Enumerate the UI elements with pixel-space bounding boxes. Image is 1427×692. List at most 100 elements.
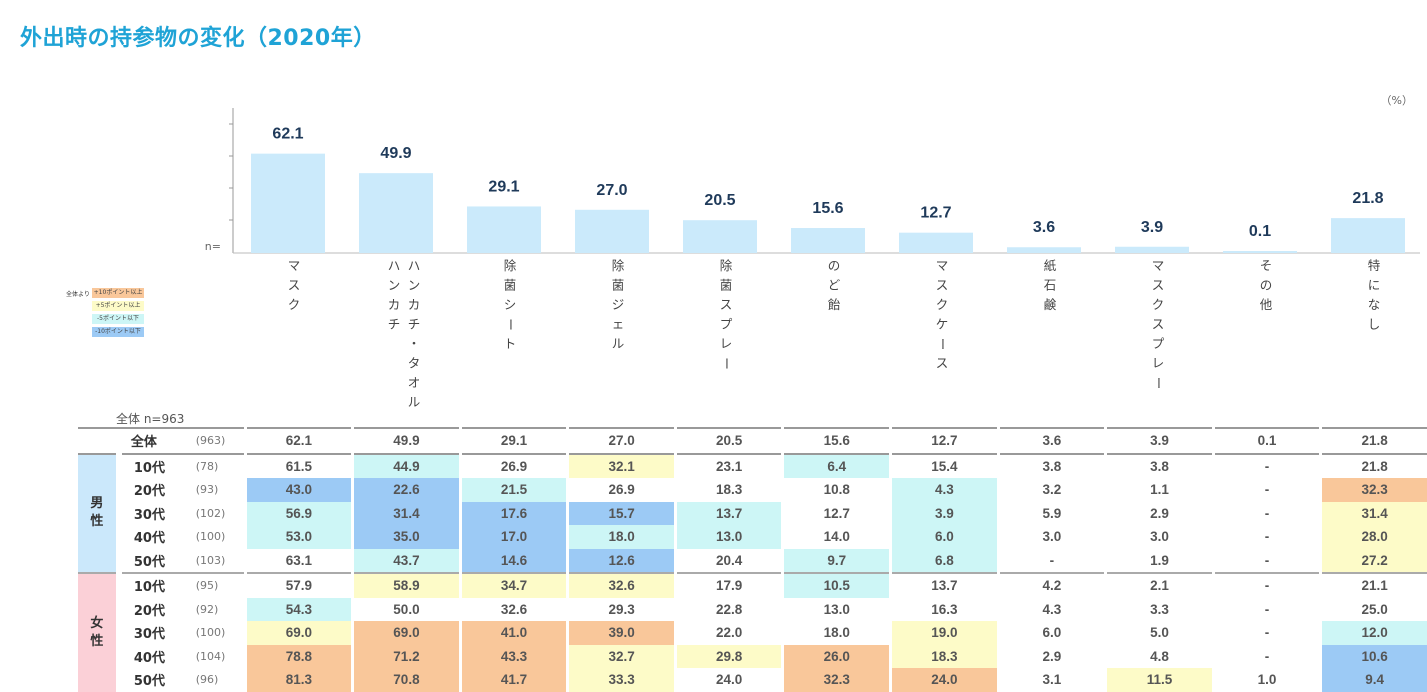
category-label-char: の [828, 258, 841, 273]
table-cell: 1.0 [1211, 668, 1321, 692]
row-sample-size: (103) [195, 553, 226, 567]
table-cell: 21.8 [1319, 453, 1427, 478]
bar [251, 153, 325, 253]
table-row: 30代 (102) 56.9 31.4 17.6 15.7 13.7 12.7 3.9 5.9 2.… [78, 501, 1427, 525]
table-cell: 58.9 [351, 572, 461, 598]
table-cell: 62.1 [243, 427, 353, 455]
table-cell: 3.0 [996, 525, 1106, 549]
legend-swatch-minus10: -10ポイント以下 [92, 327, 144, 337]
total-sample-label: 全体 n=963 [116, 412, 185, 426]
category-label-char: そ [1260, 258, 1273, 273]
category-label-char: 除 [612, 258, 625, 273]
table-cell: 3.9 [1104, 427, 1214, 455]
row-sample-size: (100) [195, 626, 226, 640]
table-cell: 56.9 [243, 501, 353, 525]
table-cell: 22.8 [673, 597, 783, 621]
bar [683, 220, 757, 253]
table-cell: 24.0 [889, 668, 999, 692]
table-cell: 3.6 [996, 427, 1106, 455]
table-cell: 24.0 [673, 668, 783, 692]
bar-value-label: 12.7 [920, 205, 951, 222]
category-label-char: ス [936, 278, 949, 293]
table-cell: - [1211, 572, 1321, 598]
category-label-char: 除 [504, 258, 517, 273]
table-cell: 32.6 [458, 597, 568, 621]
table-cell: 2.9 [996, 644, 1106, 668]
table-row: 20代 (92) 54.3 50.0 32.6 29.3 22.8 13.0 16.3 4.3 3.… [78, 597, 1427, 621]
category-label-char: ト [504, 336, 517, 351]
table-cell: 3.9 [889, 501, 999, 525]
table-cell: 26.9 [566, 478, 676, 502]
table-cell: 43.0 [243, 478, 353, 502]
table-cell: 25.0 [1319, 597, 1427, 621]
table-cell: 5.9 [996, 501, 1106, 525]
row-sample-size: (78) [195, 459, 219, 473]
table-cell: 15.4 [889, 453, 999, 478]
table-cell: 6.4 [781, 453, 891, 478]
bar-value-label: 0.1 [1249, 223, 1271, 240]
bar [359, 173, 433, 253]
table-cell: 13.7 [673, 501, 783, 525]
category-label-char: ク [936, 297, 949, 312]
table-cell: 2.9 [1104, 501, 1214, 525]
row-sample-size: (100) [195, 530, 226, 544]
table-cell: 43.3 [458, 644, 568, 668]
category-label-char: ー [719, 357, 734, 370]
category-label-char: ス [936, 356, 949, 371]
table-cell: 29.3 [566, 597, 676, 621]
table-cell: 61.5 [243, 453, 353, 478]
table-cell: 39.0 [566, 621, 676, 645]
table-cell: 12.7 [889, 427, 999, 455]
bar-value-label: 15.6 [812, 200, 843, 217]
category-label-char: ン [388, 278, 401, 293]
category-label-char: 特 [1368, 258, 1381, 273]
bar [899, 232, 973, 253]
table-cell: 54.3 [243, 597, 353, 621]
row-label: 30代 [133, 507, 165, 523]
table-cell: 34.7 [458, 572, 568, 598]
table-cell: 21.8 [1319, 427, 1427, 455]
category-label-char: の [1260, 278, 1273, 293]
table-cell: 22.6 [351, 478, 461, 502]
table-cell: 78.8 [243, 644, 353, 668]
category-label-char: 菌 [720, 278, 733, 293]
table-cell: 26.0 [781, 644, 891, 668]
table-cell: - [1211, 525, 1321, 549]
row-sample-size: (96) [195, 673, 219, 687]
axis-n-label: n= [205, 240, 221, 253]
bar [1007, 247, 1081, 253]
table-cell: 4.8 [1104, 644, 1214, 668]
table-cell: - [996, 548, 1106, 573]
table-cell: 33.3 [566, 668, 676, 692]
table-cell: 9.7 [781, 548, 891, 573]
table-cell: - [1211, 548, 1321, 573]
table-cell: - [1211, 597, 1321, 621]
table-cell: 6.0 [889, 525, 999, 549]
category-label-char: ク [288, 297, 301, 312]
table-cell: 5.0 [1104, 621, 1214, 645]
category-label-char: マ [1152, 258, 1165, 273]
category-label-char: ー [935, 338, 950, 351]
legend-row: -5ポイント以下 [66, 314, 144, 324]
table-cell: 20.4 [673, 548, 783, 573]
table-row-total: 全体 (963) 62.1 49.9 29.1 27.0 20.5 15.6 12.7 3.6 3.… [78, 427, 1427, 455]
group-spacer [78, 427, 119, 455]
category-label-char: ー [1151, 377, 1166, 390]
bar-value-label: 27.0 [596, 182, 627, 199]
bar [791, 228, 865, 253]
bar-value-label: 20.5 [704, 192, 735, 209]
category-label-char: し [1368, 317, 1381, 332]
table-row: 50代 (96) 81.3 70.8 41.7 33.3 24.0 32.3 24.0 3.1 11… [78, 668, 1427, 692]
table-cell: 3.0 [1104, 525, 1214, 549]
table-cell: 3.3 [1104, 597, 1214, 621]
legend-row: -10ポイント以下 [66, 327, 144, 337]
table-cell: 13.0 [781, 597, 891, 621]
group-label-char: 性 [90, 633, 104, 649]
category-label-char: ジ [612, 297, 625, 312]
category-label-char: ー [503, 318, 518, 331]
category-label-char: ン [408, 278, 421, 293]
table-cell: 81.3 [243, 668, 353, 692]
table-cell: 29.8 [673, 644, 783, 668]
row-label: 50代 [133, 554, 165, 570]
table-cell: 6.8 [889, 548, 999, 573]
